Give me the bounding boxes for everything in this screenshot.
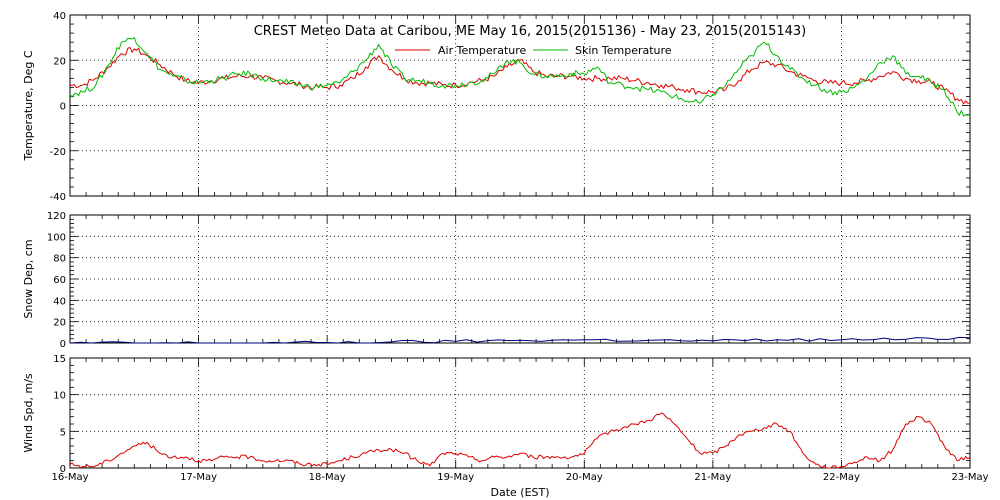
x-tick-label: 23-May [951,472,988,483]
x-tick-label: 22-May [823,472,860,483]
snow-depth-y-tick-label: 0 [60,339,66,350]
x-axis-title: Date (EST) [490,486,549,499]
temperature-y-tick-label: 0 [60,102,66,113]
temperature-y-tick-label: 20 [53,56,66,67]
x-tick-label: 16-May [51,472,88,483]
wind-speed-y-tick-label: 15 [53,354,66,365]
temperature-panel: -40 -20 0 20 40 Temperature, Deg C [22,11,971,203]
snow-depth-y-tick-label: 60 [53,275,66,286]
wind-speed-y-tick-label: 0 [60,464,66,475]
snow-depth-y-tick-label: 80 [53,254,66,265]
wind-speed-series-line-0 [69,412,971,469]
x-tick-label: 20-May [566,472,603,483]
legend-label-air-temperature: Air Temperature [438,44,527,57]
temperature-y-axis-title: Temperature, Deg C [22,50,35,161]
legend: Air Temperature Skin Temperature [395,44,672,57]
wind-speed-y-axis-title: Wind Spd, m/s [22,373,35,453]
snow-depth-y-tick-label: 120 [47,211,66,222]
snow-depth-series-line-0 [69,336,971,344]
snow-depth-y-axis-title: Snow Dep, cm [22,239,35,318]
wind-speed-panel: 0 5 10 15 Wind Spd, m/s 16-May 17-May 18-May 19-… [22,354,989,483]
temperature-y-tick-label: -40 [50,192,66,203]
snow-depth-panel: 0 20 40 60 80 100 120 Snow Dep, cm [22,211,971,350]
snow-depth-y-tick-label: 100 [47,232,66,243]
snow-depth-y-tick-label: 20 [53,318,66,329]
x-tick-label: 17-May [180,472,217,483]
legend-label-skin-temperature: Skin Temperature [575,44,672,57]
chart-title: CREST Meteo Data at Caribou, ME May 16, … [254,24,807,39]
wind-speed-y-tick-label: 5 [60,427,66,438]
x-tick-label: 18-May [309,472,346,483]
wind-speed-plot-frame [69,357,971,469]
temperature-y-tick-label: 40 [53,11,66,22]
temperature-series-line-0 [69,46,971,105]
wind-speed-y-tick-label: 10 [53,391,66,402]
temperature-y-tick-label: -20 [50,147,66,158]
x-tick-label: 19-May [437,472,474,483]
temperature-series-line-1 [69,37,971,117]
x-tick-label: 21-May [694,472,731,483]
snow-depth-y-tick-label: 40 [53,296,66,307]
